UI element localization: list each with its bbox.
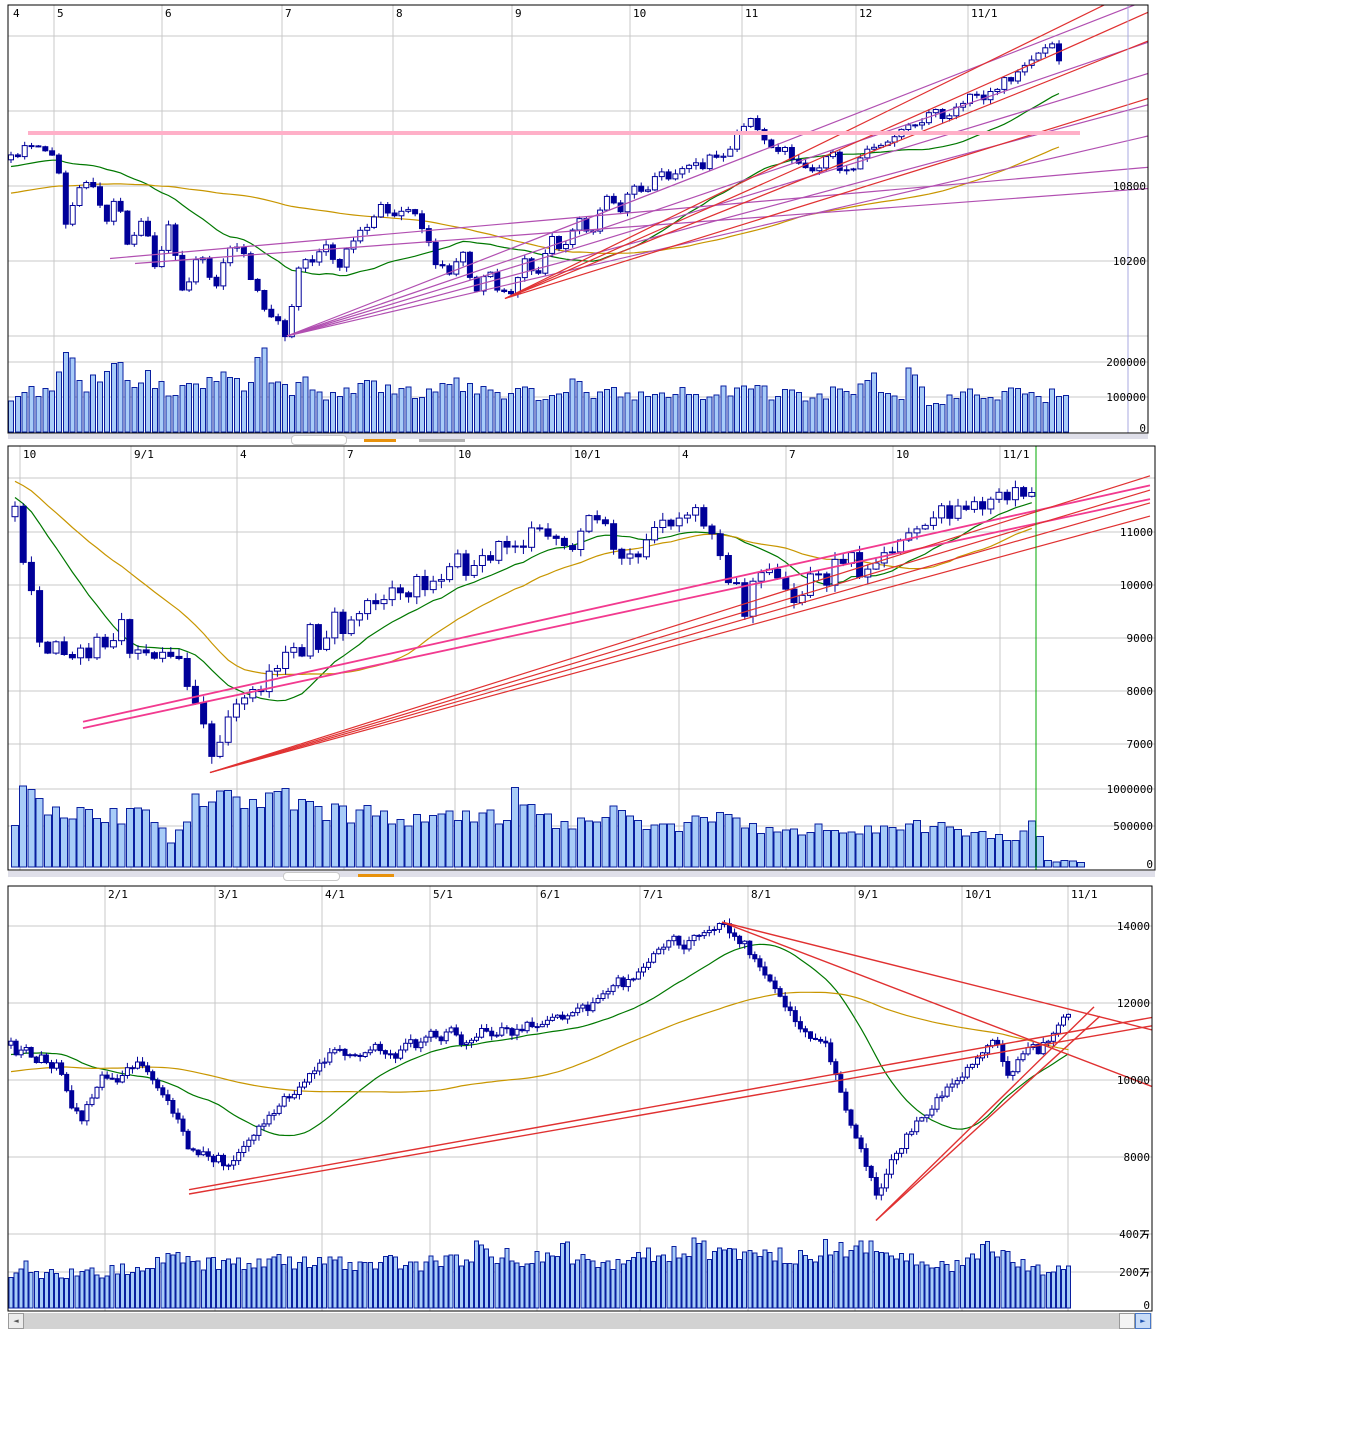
svg-text:10200: 10200	[1113, 255, 1146, 268]
volume-series	[8, 1237, 1071, 1309]
axis-labels: 10 9/1 4 7 10 10/1 4 7 10 11/1 11000 10000 9000 8000 7…	[23, 448, 1153, 871]
chart-bottom-daily: 2/1 3/1 4/1 5/1 6/1 7/1 8/1 9/1 10/1 11/1 14000 120…	[7, 885, 1153, 1312]
trendlines	[28, 5, 1148, 433]
svg-text:7/1: 7/1	[643, 888, 663, 901]
svg-text:7: 7	[789, 448, 796, 461]
svg-text:10: 10	[633, 7, 646, 20]
chart-top-daily: 4 5 6 7 8 9 10 11 12 11/1 10800 10200 200000 100000 0	[7, 4, 1149, 435]
svg-text:6: 6	[165, 7, 172, 20]
gridlines	[8, 5, 1148, 433]
scroll-left-button[interactable]: ◄	[8, 1313, 24, 1329]
svg-text:12000: 12000	[1117, 997, 1150, 1010]
svg-text:0: 0	[1146, 858, 1153, 871]
svg-text:4: 4	[240, 448, 247, 461]
svg-text:8/1: 8/1	[751, 888, 771, 901]
svg-text:7000: 7000	[1127, 738, 1154, 751]
svg-text:10: 10	[896, 448, 909, 461]
svg-text:14000: 14000	[1117, 920, 1150, 933]
background-accent-bar-2	[419, 439, 465, 442]
svg-text:400: 400	[1119, 1228, 1139, 1241]
svg-text:4: 4	[682, 448, 689, 461]
svg-text:0: 0	[1139, 422, 1146, 435]
svg-text:10000: 10000	[1120, 579, 1153, 592]
volume-series	[8, 347, 1069, 433]
chart-divider-strip-2	[8, 871, 1155, 877]
svg-text:11/1: 11/1	[1003, 448, 1030, 461]
svg-text:200000: 200000	[1106, 356, 1146, 369]
svg-text:9: 9	[515, 7, 522, 20]
volume-series	[11, 785, 1085, 868]
svg-text:10: 10	[23, 448, 36, 461]
scroll-track-button[interactable]	[1119, 1313, 1135, 1329]
svg-text:4: 4	[13, 7, 20, 20]
scroll-right-button[interactable]: ►	[1135, 1313, 1151, 1329]
svg-text:3/1: 3/1	[218, 888, 238, 901]
svg-text:4/1: 4/1	[325, 888, 345, 901]
svg-text:10000: 10000	[1117, 1074, 1150, 1087]
svg-text:7: 7	[285, 7, 292, 20]
moving-averages	[10, 943, 1069, 1137]
svg-text:200: 200	[1119, 1266, 1139, 1279]
svg-text:9/1: 9/1	[858, 888, 878, 901]
background-window-tab-2	[283, 872, 340, 881]
svg-text:2/1: 2/1	[108, 888, 128, 901]
svg-text:7: 7	[347, 448, 354, 461]
svg-text:0: 0	[1143, 1299, 1150, 1312]
candlestick-series	[8, 40, 1062, 342]
chart-divider-strip-1	[8, 434, 1148, 439]
axis-labels: 4 5 6 7 8 9 10 11 12 11/1 10800 10200 200000 100000 0	[13, 7, 1146, 435]
chart-middle-weekly: 10 9/1 4 7 10 10/1 4 7 10 11/1 11000 10000 9000 8000 7…	[7, 445, 1156, 871]
svg-text:11/1: 11/1	[971, 7, 998, 20]
svg-text:11/1: 11/1	[1071, 888, 1098, 901]
svg-text:11: 11	[745, 7, 758, 20]
svg-text:10/1: 10/1	[574, 448, 601, 461]
background-accent-bar-1	[364, 439, 396, 442]
svg-text:100000: 100000	[1106, 391, 1146, 404]
svg-text:10: 10	[458, 448, 471, 461]
trendlines	[188, 921, 1152, 1222]
candlestick-series	[11, 480, 1036, 764]
svg-text:1000000: 1000000	[1107, 783, 1153, 796]
horizontal-scrollbar[interactable]: ◄ ►	[8, 1313, 1152, 1329]
svg-text:10800: 10800	[1113, 180, 1146, 193]
svg-text:9000: 9000	[1127, 632, 1154, 645]
svg-text:12: 12	[859, 7, 872, 20]
background-window-tab-1	[291, 435, 347, 445]
svg-text:8: 8	[396, 7, 403, 20]
svg-text:6/1: 6/1	[540, 888, 560, 901]
svg-text:5: 5	[57, 7, 64, 20]
svg-text:5/1: 5/1	[433, 888, 453, 901]
background-accent-bar-3	[358, 874, 394, 877]
moving-averages	[10, 92, 1060, 277]
svg-text:11000: 11000	[1120, 526, 1153, 539]
svg-text:9/1: 9/1	[134, 448, 154, 461]
svg-text:500000: 500000	[1113, 820, 1153, 833]
trendlines	[82, 446, 1151, 870]
svg-text:10/1: 10/1	[965, 888, 992, 901]
svg-text:8000: 8000	[1127, 685, 1154, 698]
axis-labels: 2/1 3/1 4/1 5/1 6/1 7/1 8/1 9/1 10/1 11/1 14000 120…	[108, 888, 1150, 1312]
svg-text:8000: 8000	[1124, 1151, 1151, 1164]
